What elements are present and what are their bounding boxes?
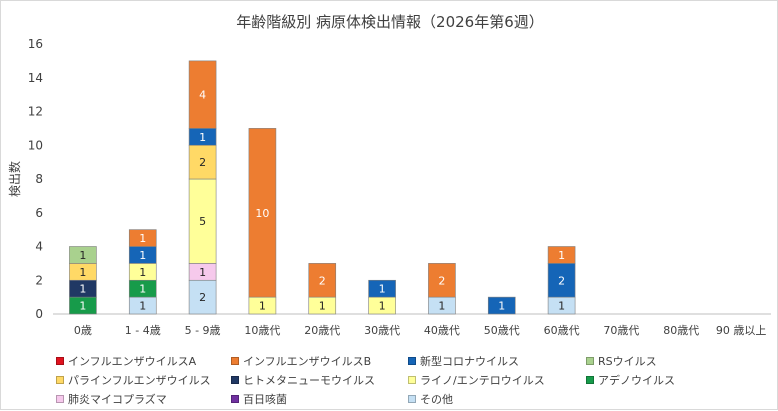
y-tick-label: 16 [28,37,43,51]
data-label: 2 [438,274,445,287]
legend-item: アデノウイルス [586,372,675,388]
data-label: 2 [199,291,206,304]
y-tick-label: 14 [28,71,43,85]
data-label: 1 [79,300,86,313]
data-label: 1 [438,300,445,313]
bar-segment [547,263,576,298]
legend-swatch [586,357,594,365]
data-label: 1 [139,300,146,313]
y-tick-label: 8 [35,172,43,186]
legend-item: ライノ/エンテロウイルス [408,372,545,388]
data-label: 1 [379,283,386,296]
y-tick-label: 0 [35,307,43,321]
data-label: 1 [199,131,206,144]
data-label: 1 [139,249,146,262]
legend-label: 百日咳菌 [243,393,287,406]
legend-label: 肺炎マイコプラズマ [68,393,167,406]
x-tick-label: 0歳 [74,324,92,337]
data-label: 1 [498,300,505,313]
bar-segment [308,263,337,298]
data-label: 1 [379,300,386,313]
legend-swatch [231,376,239,384]
data-label: 4 [199,89,206,102]
bar-segment [547,246,576,264]
legend-label: インフルエンザウイルスB [243,355,372,368]
data-label: 10 [255,207,269,220]
bar-segment [69,246,97,264]
data-label: 1 [259,300,266,313]
legend-item: 新型コロナウイルス [408,353,519,369]
legend-swatch [231,357,239,365]
chart-title: 年齢階級別 病原体検出情報（2026年第6週） [236,13,544,31]
legend-label: その他 [420,393,453,406]
x-tick-label: 40歳代 [424,324,460,337]
legend-label: アデノウイルス [598,374,675,387]
x-tick-label: 60歳代 [544,324,580,337]
bar-segment [128,229,157,247]
data-label: 1 [199,266,206,279]
legend-item: 肺炎マイコプラズマ [56,391,167,407]
data-label: 1 [319,300,326,313]
legend-swatch [231,395,239,403]
x-tick-label: 30歳代 [364,324,400,337]
y-tick-label: 4 [35,240,43,254]
data-label: 1 [558,249,565,262]
legend-label: ヒトメタニューモウイルス [243,374,375,387]
data-label: 2 [319,274,326,287]
x-tick-label: 90 歳以上 [716,324,767,337]
bar-segment [487,296,516,315]
bar-segment [428,263,456,298]
y-tick-label: 2 [35,273,43,287]
x-tick-label: 50歳代 [484,324,520,337]
legend-swatch [56,376,64,384]
legend-item: ヒトメタニューモウイルス [231,372,375,388]
data-label: 1 [558,300,565,313]
x-tick-label: 5 - 9歳 [185,324,221,337]
legend-swatch [56,395,64,403]
legend-label: 新型コロナウイルス [420,355,519,368]
x-tick-label: 70歳代 [603,324,639,337]
data-label: 1 [139,283,146,296]
legend-label: パラインフルエンザウイルス [68,374,211,387]
data-label: 2 [558,274,565,287]
legend-label: ライノ/エンテロウイルス [420,374,545,387]
bar-segment [248,128,277,298]
legend-item: その他 [408,391,453,407]
data-label: 1 [139,232,146,245]
legend-item: インフルエンザウイルスB [231,353,371,369]
data-label: 1 [139,266,146,279]
y-tick-label: 6 [35,206,43,220]
y-axis-title: 検出数 [7,161,22,197]
data-label: 1 [79,266,86,279]
data-label: 2 [199,156,206,169]
legend-swatch [408,376,416,384]
y-tick-label: 10 [28,138,43,152]
legend-swatch [56,357,64,365]
bar-segment [368,279,396,298]
data-label: 1 [79,249,86,262]
legend-swatch [586,376,594,384]
legend-label: インフルエンザウイルスA [68,355,197,368]
data-label: 5 [199,215,206,228]
legend-item: インフルエンザウイルスA [56,353,196,369]
legend-item: 百日咳菌 [231,391,287,407]
x-tick-label: 1 - 4歳 [125,324,161,337]
x-tick-label: 20歳代 [304,324,340,337]
y-tick-label: 12 [28,105,43,119]
bar-segment [188,60,217,129]
x-tick-label: 80歳代 [663,324,699,337]
legend-item: パラインフルエンザウイルス [56,372,211,388]
data-label: 1 [79,283,86,296]
x-tick-label: 10歳代 [244,324,280,337]
legend-label: RSウイルス [598,355,657,368]
legend-item: RSウイルス [586,353,657,369]
legend-swatch [408,395,416,403]
legend-swatch [408,357,416,365]
